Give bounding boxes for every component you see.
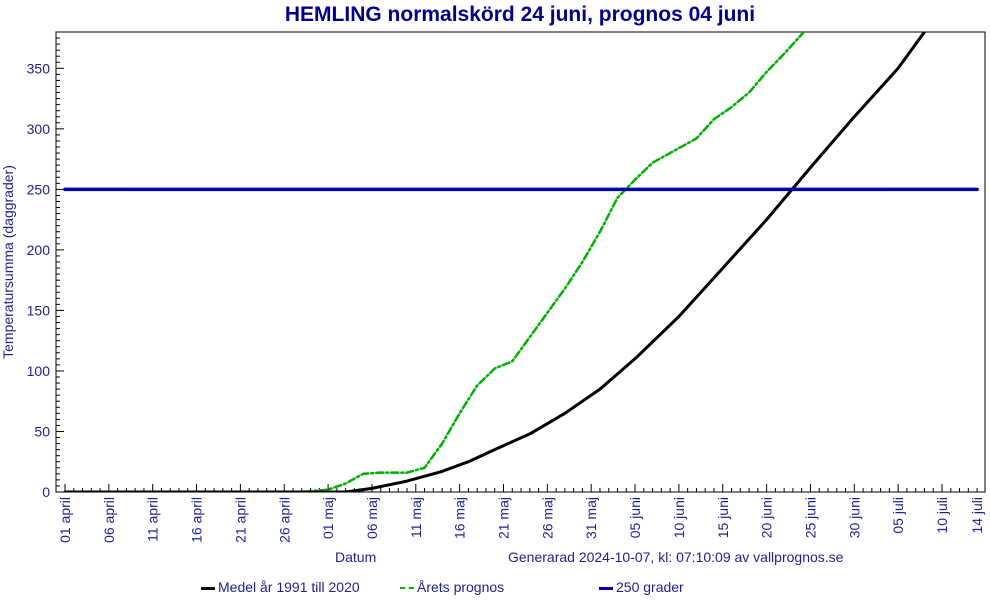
series-line-0 xyxy=(63,32,927,492)
y-tick-label: 150 xyxy=(27,302,51,318)
legend-label-250: 250 grader xyxy=(616,579,684,595)
y-tick-label: 0 xyxy=(42,484,50,500)
x-tick-label: 06 maj xyxy=(364,497,380,539)
legend-swatch-prognos xyxy=(400,587,414,590)
x-tick-label: 14 juli xyxy=(969,497,985,534)
x-tick-label: 26 maj xyxy=(539,497,555,539)
footer-text: Generarad 2024-10-07, kl: 07:10:09 av va… xyxy=(508,549,844,565)
x-tick-label: 06 april xyxy=(101,497,117,543)
legend-item-medel: Medel år 1991 till 2020 xyxy=(201,579,360,595)
y-tick-label: 100 xyxy=(27,363,51,379)
legend: Medel år 1991 till 2020 Årets prognos 25… xyxy=(0,579,990,599)
y-tick-label: 200 xyxy=(27,242,51,258)
y-axis-title: Temperatursumma (daggrader) xyxy=(0,165,16,359)
x-tick-label: 26 april xyxy=(276,497,292,543)
x-tick-label: 01 april xyxy=(57,497,73,543)
y-tick-label: 350 xyxy=(27,60,51,76)
plot-frame xyxy=(55,31,986,493)
x-tick-label: 21 april xyxy=(232,497,248,543)
x-tick-label: 05 juni xyxy=(627,497,643,538)
chart-title: HEMLING normalskörd 24 juni, prognos 04 … xyxy=(285,3,755,26)
legend-label-prognos: Årets prognos xyxy=(417,579,505,595)
x-axis-title: Datum xyxy=(335,549,377,565)
x-tick-label: 16 maj xyxy=(452,497,468,539)
x-tick-label: 10 juni xyxy=(671,497,687,538)
legend-item-250: 250 grader xyxy=(599,579,684,595)
x-tick-label: 20 juni xyxy=(759,497,775,538)
x-tick-label: 31 maj xyxy=(583,497,599,539)
x-tick-label: 21 maj xyxy=(496,497,512,539)
x-tick-label: 11 maj xyxy=(408,497,424,538)
legend-item-prognos: Årets prognos xyxy=(400,579,504,595)
y-tick-label: 250 xyxy=(27,181,51,197)
x-tick-label: 25 juni xyxy=(802,497,818,538)
x-tick-label: 11 april xyxy=(145,497,161,542)
y-tick-label: 300 xyxy=(27,121,51,137)
x-tick-label: 05 juli xyxy=(890,497,906,534)
x-tick-label: 01 maj xyxy=(320,497,336,539)
legend-label-medel: Medel år 1991 till 2020 xyxy=(218,579,360,595)
y-tick-label: 50 xyxy=(34,423,50,439)
x-tick-label: 16 april xyxy=(189,497,205,543)
legend-swatch-250 xyxy=(599,586,613,590)
series-line-1 xyxy=(63,32,806,492)
legend-swatch-medel xyxy=(201,586,215,590)
x-tick-label: 30 juni xyxy=(846,497,862,538)
x-tick-label: 10 juli xyxy=(934,497,950,534)
x-tick-label: 15 juni xyxy=(715,497,731,538)
